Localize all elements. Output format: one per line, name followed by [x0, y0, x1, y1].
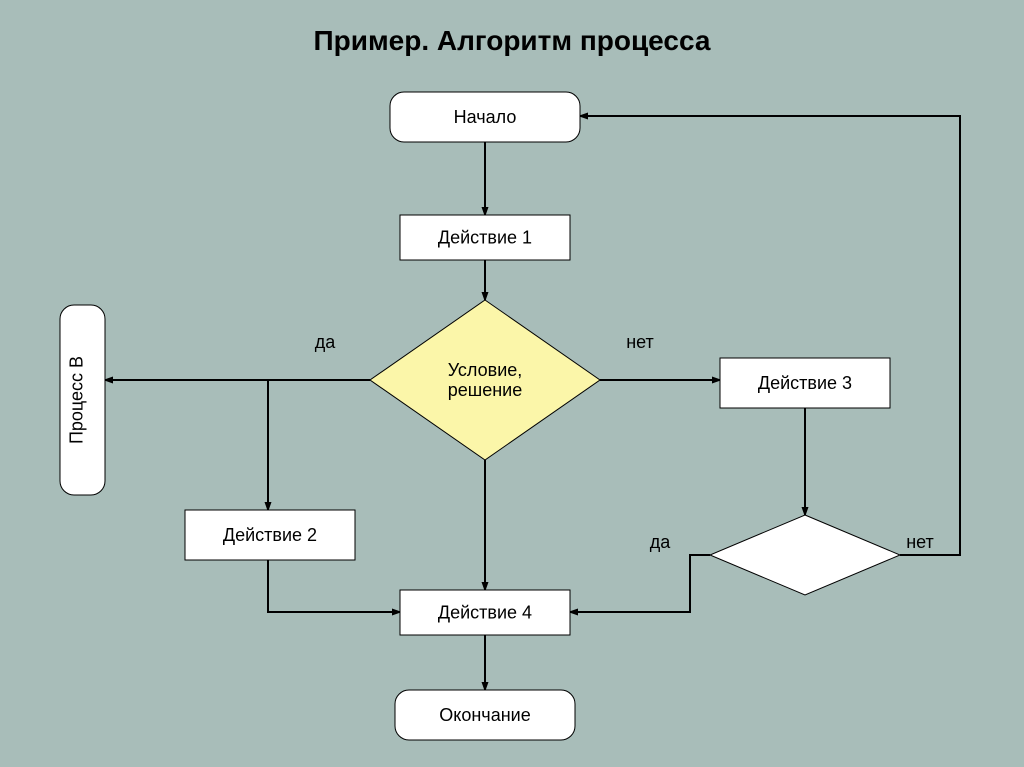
start-label: Начало: [454, 107, 517, 127]
edge-label-yes1: да: [315, 332, 337, 352]
act3-label: Действие 3: [758, 373, 852, 393]
act4-label: Действие 4: [438, 603, 532, 623]
act2-label: Действие 2: [223, 525, 317, 545]
procB-label: Процесс В: [67, 356, 87, 444]
dec1-label: Условие,: [448, 360, 523, 380]
act1-label: Действие 1: [438, 228, 532, 248]
dec1-label: решение: [448, 380, 522, 400]
edge-label-no2: нет: [906, 532, 934, 552]
edge-label-yes2: да: [650, 532, 672, 552]
edge-label-no1: нет: [626, 332, 654, 352]
diagram-title: Пример. Алгоритм процесса: [314, 25, 711, 56]
end-label: Окончание: [439, 705, 530, 725]
